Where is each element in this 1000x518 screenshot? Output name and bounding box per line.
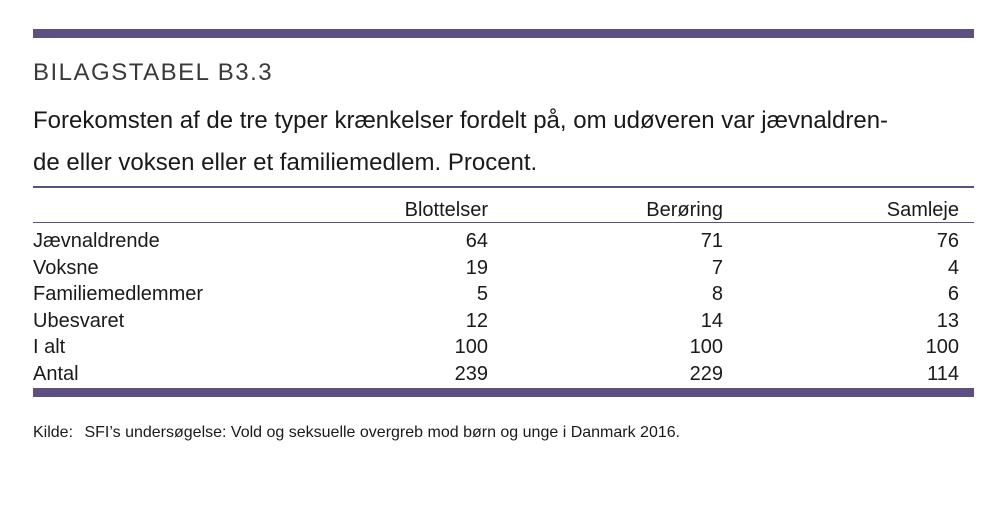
cell-value: 19 — [465, 256, 488, 279]
cell-value: 100 — [689, 336, 723, 358]
cell-value: 6 — [947, 283, 959, 305]
top-accent-bar — [33, 29, 974, 38]
caption-line-1: Forekomsten af de tre typer krænkelser f… — [33, 107, 889, 134]
row-label: Jævnaldrende — [33, 230, 160, 252]
header-beroering: Berøring — [646, 198, 723, 221]
table-caption: Forekomsten af de tre typer krænkelser f… — [33, 100, 978, 184]
table-row: Voksne 19 7 4 — [33, 255, 959, 282]
row-label: Ubesvaret — [33, 309, 125, 332]
table-row: Ubesvaret 12 14 13 — [33, 308, 959, 335]
table-row: I alt 100 100 100 — [33, 334, 959, 361]
caption-line-2: de eller voksen eller et familiemedlem. … — [33, 149, 538, 176]
source-text: SFI’s undersøgelse: Vold og seksuelle ov… — [84, 424, 681, 441]
table-header-rule — [33, 222, 974, 223]
cell-value: 5 — [476, 283, 488, 305]
table-row: Jævnaldrende 64 71 76 — [33, 226, 959, 255]
cell-value: 76 — [936, 230, 959, 252]
cell-value: 229 — [689, 362, 723, 385]
table-row: Familiemedlemmer 5 8 6 — [33, 281, 959, 308]
table-number: BILAGSTABEL B3.3 — [33, 59, 274, 86]
cell-value: 12 — [465, 309, 488, 332]
cell-value: 64 — [465, 230, 488, 252]
cell-value: 14 — [700, 309, 723, 332]
row-label: Antal — [33, 362, 79, 385]
cell-value: 114 — [927, 362, 959, 385]
cell-value: 13 — [936, 309, 959, 332]
table-row: Antal 239 229 114 — [33, 361, 959, 388]
cell-value: 100 — [925, 336, 959, 358]
table-bottom-bar — [33, 388, 974, 397]
cell-value: 8 — [711, 283, 723, 305]
cell-value: 71 — [700, 230, 723, 252]
row-label: I alt — [33, 336, 66, 358]
data-table: Blottelser Berøring Samleje Jævnaldrende… — [33, 190, 959, 387]
cell-value: 4 — [947, 256, 959, 279]
header-empty — [33, 190, 283, 226]
header-blottelser: Blottelser — [404, 198, 488, 221]
row-label: Voksne — [33, 256, 99, 279]
row-label: Familiemedlemmer — [33, 283, 204, 305]
cell-value: 100 — [454, 336, 488, 358]
cell-value: 239 — [454, 362, 488, 385]
source-note: Kilde: SFI’s undersøgelse: Vold og seksu… — [33, 424, 680, 442]
table-top-rule — [33, 186, 974, 188]
header-row: Blottelser Berøring Samleje — [33, 190, 959, 226]
cell-value: 7 — [711, 256, 723, 279]
header-samleje: Samleje — [886, 198, 959, 221]
source-label: Kilde: — [33, 424, 74, 441]
